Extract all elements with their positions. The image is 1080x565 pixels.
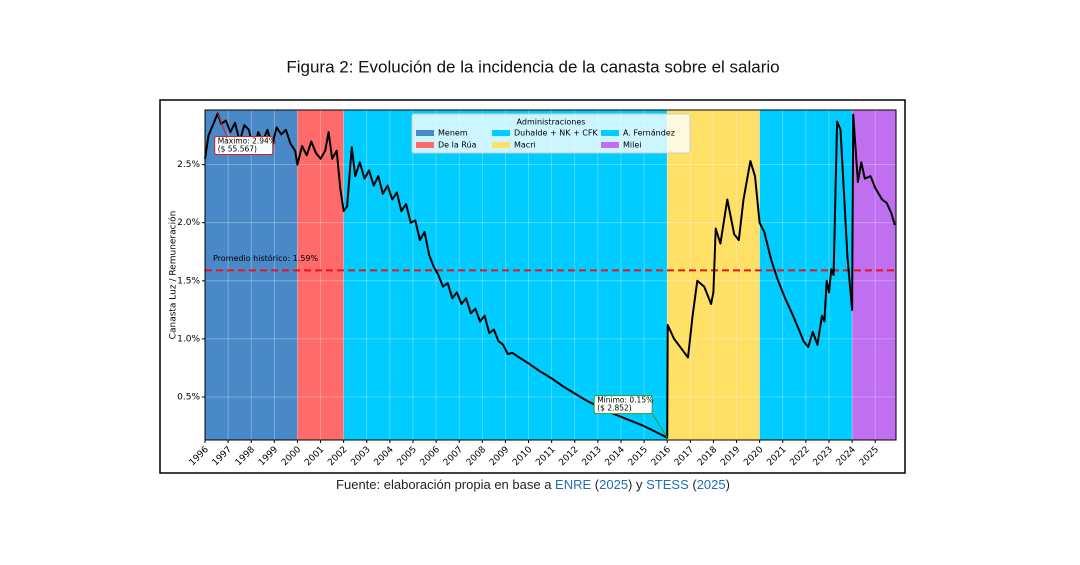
period-band bbox=[343, 110, 668, 440]
legend-swatch bbox=[601, 130, 619, 136]
annotation-text: ($ 55.567) bbox=[218, 144, 257, 153]
y-axis-label: Canasta Luz / Remuneración bbox=[168, 211, 179, 340]
y-tick-label: 1.5% bbox=[177, 276, 200, 286]
legend-swatch bbox=[601, 142, 619, 148]
annotation-box bbox=[593, 395, 653, 415]
legend-label: Menem bbox=[438, 129, 468, 138]
y-tick-label: 2.0% bbox=[177, 218, 200, 228]
legend-label: Duhalde + NK + CFK bbox=[514, 129, 598, 138]
legend-title: Administraciones bbox=[517, 118, 586, 127]
figure-title: Figura 2: Evolución de la incidencia de … bbox=[286, 57, 779, 76]
legend-swatch bbox=[492, 142, 510, 148]
legend-label: Macri bbox=[514, 141, 536, 150]
series-line bbox=[204, 112, 896, 439]
annotation-text: Máximo: 2.94% bbox=[218, 136, 276, 145]
caption-part: ( bbox=[689, 477, 698, 492]
y-tick-label: 1.0% bbox=[177, 334, 200, 344]
caption-part: ) y bbox=[628, 477, 646, 492]
annotation-box bbox=[214, 135, 274, 155]
plot-frame bbox=[204, 109, 897, 441]
legend-box bbox=[411, 113, 691, 154]
y-tick-label: 0.5% bbox=[177, 393, 200, 403]
caption-part: Fuente: elaboración propia en base a bbox=[336, 477, 555, 492]
plot: 1996 1997 1998 1999 2000 2001 2002 2003 2004 2005… bbox=[168, 109, 897, 468]
caption-part: ) bbox=[726, 477, 730, 492]
annotation-arrow bbox=[651, 413, 668, 438]
caption-part: ENRE bbox=[555, 477, 591, 492]
period-band bbox=[852, 110, 896, 440]
average-label: Promedio histórico: 1.59% bbox=[213, 253, 318, 263]
legend-swatch bbox=[416, 142, 434, 148]
legend-swatch bbox=[492, 130, 510, 136]
annotation-arrow bbox=[217, 113, 228, 137]
period-band bbox=[297, 110, 344, 440]
annotation-text: ($ 2.852) bbox=[597, 404, 632, 413]
legend-label: Milei bbox=[623, 141, 642, 150]
legend-label: De la Rúa bbox=[438, 141, 477, 150]
y-tick-label: 2.5% bbox=[177, 160, 200, 170]
caption-part: STESS bbox=[646, 477, 689, 492]
caption-part: 2025 bbox=[599, 477, 628, 492]
period-band bbox=[205, 110, 298, 440]
caption: Fuente: elaboración propia en base a ENR… bbox=[336, 477, 730, 492]
caption-part: 2025 bbox=[697, 477, 726, 492]
legend-swatch bbox=[416, 130, 434, 136]
legend-label: A. Fernández bbox=[623, 129, 675, 138]
caption-part: ( bbox=[591, 477, 600, 492]
annotation-text: Mínimo: 0.15% bbox=[597, 396, 653, 405]
